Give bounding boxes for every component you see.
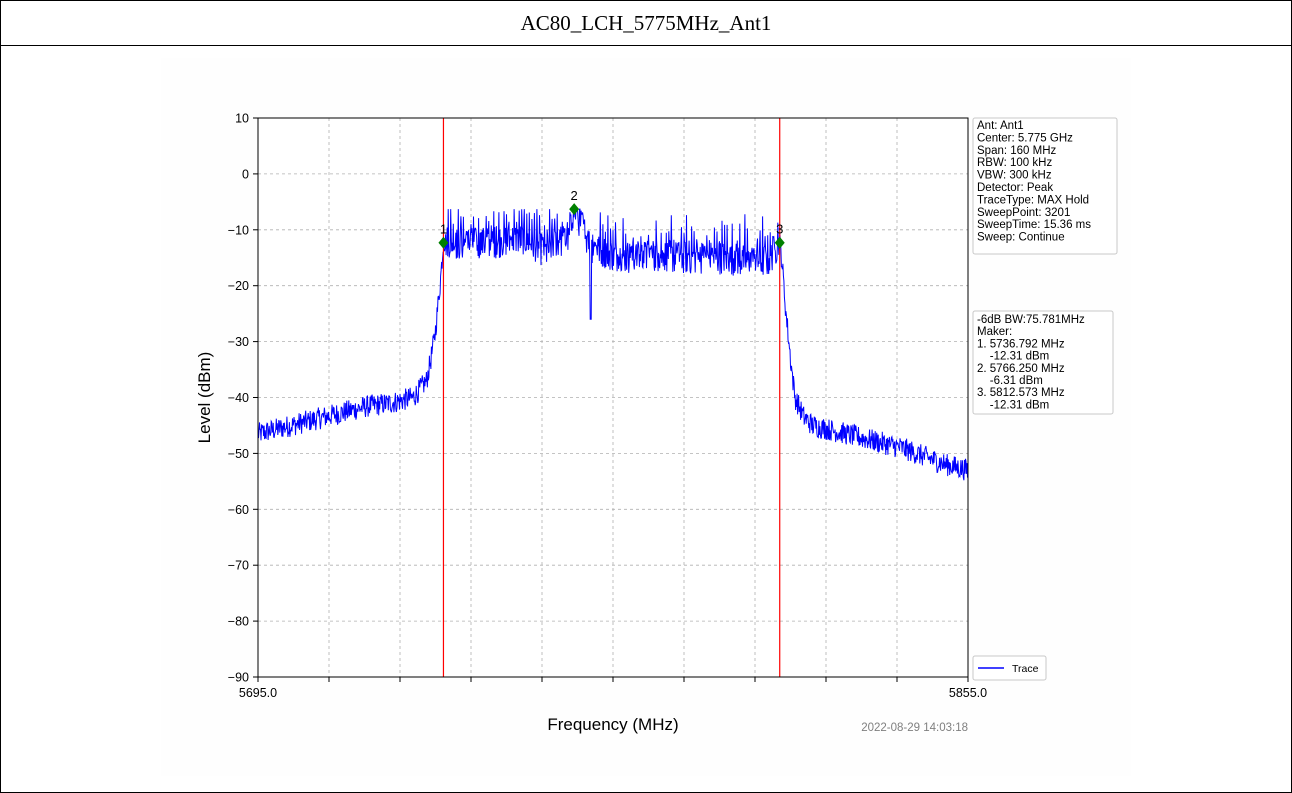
settings-info-line: Center: 5.775 GHz — [977, 132, 1073, 144]
settings-info-box — [972, 117, 1118, 255]
peak-marker — [569, 203, 580, 216]
settings-info-line: Detector: Peak — [977, 182, 1053, 194]
y-tick-label: −40 — [228, 391, 249, 405]
marker-results-line: -12.31 dBm — [977, 351, 1049, 363]
x-tick-label: 5855.0 — [949, 686, 987, 700]
page-title: AC80_LCH_5775MHz_Ant1 — [1, 1, 1291, 46]
legend-trace-label: Trace — [1012, 663, 1039, 675]
y-tick-label: −70 — [228, 559, 249, 573]
settings-info-line: SweepPoint: 3201 — [977, 207, 1070, 219]
y-tick-label: −30 — [228, 335, 249, 349]
marker-results-line: -6.31 dBm — [977, 375, 1043, 387]
peak-marker-label: 3 — [776, 222, 783, 237]
settings-info-line: Sweep: Continue — [977, 232, 1065, 244]
timestamp-label: 2022-08-29 14:03:18 — [861, 722, 968, 734]
y-tick-label: 10 — [235, 112, 249, 126]
settings-info-line: SweepTime: 15.36 ms — [977, 219, 1091, 231]
marker-results-line: 1. 5736.792 MHz — [977, 338, 1065, 350]
y-tick-label: −50 — [228, 447, 249, 461]
x-axis-label: Frequency (MHz) — [547, 715, 678, 734]
y-tick-label: −20 — [228, 279, 249, 293]
peak-marker-label: 1 — [440, 222, 447, 237]
y-tick-label: −60 — [228, 503, 249, 517]
axes-frame — [257, 117, 969, 678]
marker-results-line: 2. 5766.250 MHz — [977, 363, 1065, 375]
marker-results-line: -12.31 dBm — [977, 399, 1049, 411]
marker-results-box — [972, 310, 1114, 415]
y-tick-label: 0 — [242, 167, 249, 181]
marker-results-line: Maker: — [977, 326, 1012, 338]
peak-marker — [774, 236, 785, 249]
trace-line — [257, 207, 969, 481]
y-tick-label: −90 — [228, 671, 249, 685]
marker-results-line: -6dB BW:75.781MHz — [977, 314, 1085, 326]
y-axis-label: Level (dBm) — [195, 352, 214, 444]
peak-marker-label: 2 — [571, 188, 578, 203]
x-tick-label: 5695.0 — [239, 686, 277, 700]
settings-info-line: RBW: 100 kHz — [977, 157, 1052, 169]
peak-marker — [438, 236, 449, 249]
y-tick-label: −80 — [228, 615, 249, 629]
marker-results-line: 3. 5812.573 MHz — [977, 387, 1065, 399]
y-tick-label: −10 — [228, 223, 249, 237]
settings-info-line: Span: 160 MHz — [977, 145, 1057, 157]
settings-info-line: Ant: Ant1 — [977, 120, 1024, 132]
settings-info-line: VBW: 300 kHz — [977, 170, 1052, 182]
legend-box — [972, 655, 1047, 681]
settings-info-line: TraceType: MAX Hold — [977, 194, 1089, 206]
